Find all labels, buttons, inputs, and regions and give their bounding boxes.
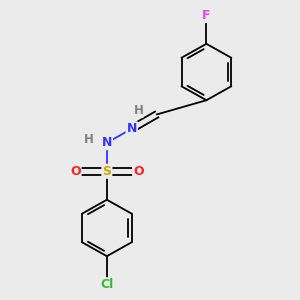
Text: F: F — [202, 9, 211, 22]
Text: O: O — [133, 165, 144, 178]
Text: H: H — [84, 133, 94, 146]
Text: N: N — [102, 136, 112, 149]
Text: Cl: Cl — [100, 278, 113, 291]
Text: H: H — [134, 104, 143, 117]
Text: O: O — [70, 165, 81, 178]
Text: S: S — [102, 165, 111, 178]
Text: N: N — [127, 122, 137, 135]
